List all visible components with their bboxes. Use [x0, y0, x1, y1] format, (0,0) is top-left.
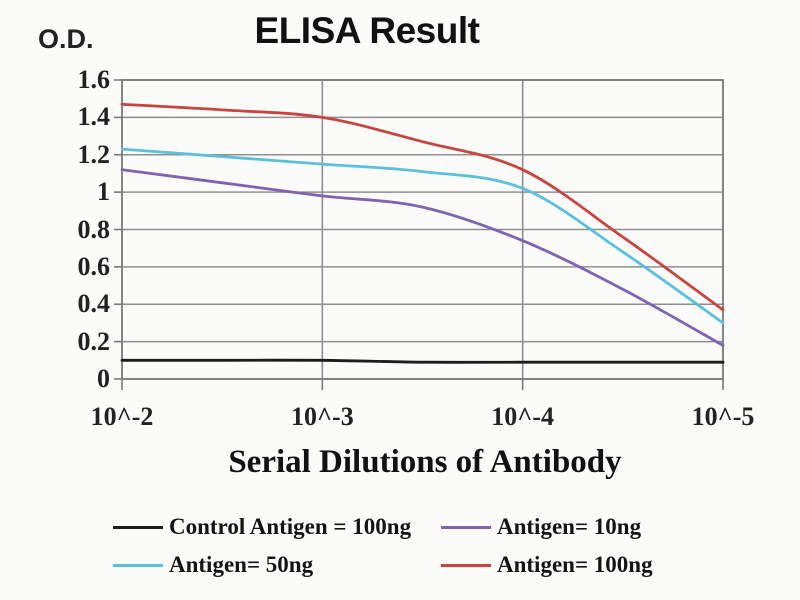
- legend-label: Antigen= 10ng: [497, 514, 642, 539]
- x-tick-label: 10^-5: [691, 402, 755, 431]
- y-tick-label: 1: [97, 177, 110, 207]
- legend-line-swatch: [441, 525, 491, 529]
- x-tick-label: 10^-2: [90, 402, 154, 431]
- x-tick-label: 10^-4: [491, 402, 555, 431]
- series-line-control-antigen-100ng: [120, 358, 725, 364]
- chart-legend: Control Antigen = 100ng Antigen= 10ng Anti…: [113, 514, 653, 578]
- y-tick-label: 0: [97, 364, 110, 393]
- legend-item: Antigen= 10ng: [441, 514, 653, 540]
- chart-title: ELISA Result: [254, 10, 480, 51]
- legend-line-swatch: [113, 525, 163, 529]
- x-axis-label: Serial Dilutions of Antibody: [228, 444, 622, 480]
- legend-label: Antigen= 50ng: [169, 552, 314, 577]
- x-tick-label: 10^-3: [290, 402, 354, 431]
- legend-label: Control Antigen = 100ng: [169, 514, 412, 539]
- y-tick-label: 0.6: [77, 251, 111, 281]
- y-tick-label: 1.6: [77, 65, 111, 94]
- y-axis-label: O.D.: [38, 24, 94, 54]
- legend-line-swatch: [441, 563, 491, 567]
- legend-line-swatch: [113, 563, 163, 567]
- legend-item: Antigen= 100ng: [441, 552, 653, 578]
- y-tick-label: 0.4: [77, 289, 111, 319]
- legend-label: Antigen= 100ng: [497, 552, 653, 577]
- legend-item: Antigen= 50ng: [113, 552, 441, 578]
- y-tick-label: 0.8: [77, 214, 111, 244]
- y-tick-label: 1.2: [77, 139, 111, 169]
- plot-border: [121, 79, 724, 380]
- series-line-antigen-50ng: [120, 147, 725, 325]
- y-tick-label: 0.2: [77, 326, 111, 356]
- series-line-antigen-10ng: [120, 168, 725, 347]
- series-line-antigen-100ng: [120, 102, 725, 312]
- legend-item: Control Antigen = 100ng: [113, 514, 441, 540]
- y-tick-label: 1.4: [77, 102, 111, 132]
